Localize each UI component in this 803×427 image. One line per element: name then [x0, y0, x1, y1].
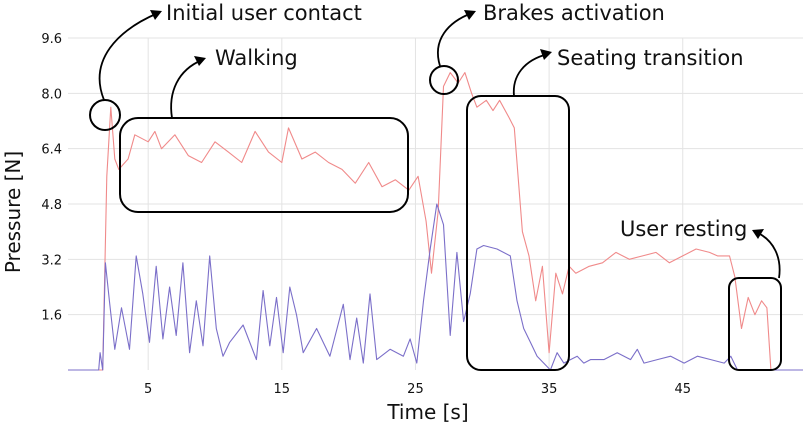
walking-arrow: [170, 59, 203, 119]
annotation-initial-contact: Initial user contact: [166, 1, 362, 25]
y-tick-labels: 1.6 3.2 4.8 6.4 8.0 9.6: [41, 32, 62, 324]
annotation-seating-transition: Seating transition: [557, 46, 744, 70]
series-line-1: [68, 203, 803, 371]
brakes-arrow: [437, 12, 473, 67]
x-tick-label: 5: [144, 382, 152, 397]
initial-contact-marker: [89, 99, 121, 131]
y-axis-label: Pressure [N]: [1, 151, 25, 273]
brakes-marker: [429, 65, 459, 95]
annotation-markers: [89, 65, 782, 371]
x-tick-label: 45: [674, 382, 691, 397]
x-tick-label: 25: [407, 382, 424, 397]
annotation-brakes: Brakes activation: [483, 1, 665, 25]
y-tick-label: 1.6: [41, 309, 62, 324]
x-tick-labels: 5 15 25 35 45: [144, 382, 691, 397]
user-resting-box: [728, 277, 782, 371]
x-axis-label: Time [s]: [386, 400, 468, 424]
y-tick-label: 6.4: [41, 143, 62, 158]
seating-arrowhead: [540, 49, 552, 60]
initial-contact-arrow: [98, 12, 159, 101]
grid: [68, 37, 803, 370]
series-line-0: [68, 72, 803, 371]
walking-box: [119, 117, 409, 213]
y-tick-label: 3.2: [41, 253, 62, 268]
brakes-arrowhead: [464, 10, 476, 20]
y-tick-label: 9.6: [41, 32, 62, 47]
x-tick-label: 35: [541, 382, 558, 397]
y-tick-label: 4.8: [41, 198, 62, 213]
y-tick-label: 8.0: [41, 87, 62, 102]
annotation-walking: Walking: [215, 46, 298, 70]
initial-contact-arrowhead: [150, 10, 162, 20]
seating-arrow: [512, 53, 549, 97]
resting-arrowhead: [752, 229, 764, 239]
annotation-arrows: [98, 10, 781, 279]
seating-transition-box: [466, 95, 570, 371]
series-layer: [68, 72, 803, 371]
walking-arrowhead: [194, 56, 206, 66]
x-tick-label: 15: [274, 382, 291, 397]
resting-arrow: [755, 231, 781, 279]
annotation-user-resting: User resting: [620, 217, 747, 241]
